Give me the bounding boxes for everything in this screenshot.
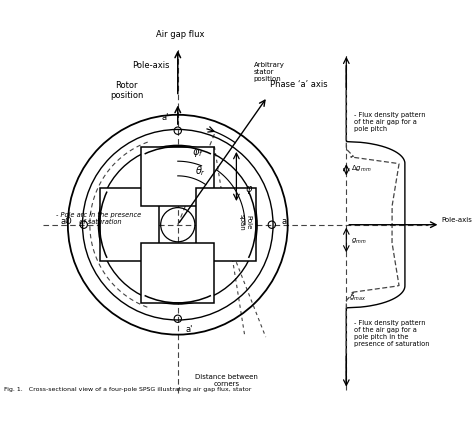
Polygon shape: [100, 188, 159, 261]
Text: - Flux density pattern
of the air gap for a
pole pitch in the
presence of satura: - Flux density pattern of the air gap fo…: [354, 320, 429, 347]
Text: Pole-axis: Pole-axis: [442, 217, 473, 223]
Text: Air gap flux: Air gap flux: [156, 30, 204, 39]
Text: a: a: [282, 217, 287, 226]
Text: Pole
span: Pole span: [238, 214, 251, 231]
Text: Rotor
position: Rotor position: [110, 81, 143, 100]
Text: $g_{max}$: $g_{max}$: [349, 293, 366, 303]
Text: $\theta_r$: $\theta_r$: [195, 164, 206, 178]
Text: $\Delta g_{mm}$: $\Delta g_{mm}$: [351, 164, 372, 174]
Text: Fig. 1.   Cross-sectional view of a four-pole SPSG illustrating air gap flux, st: Fig. 1. Cross-sectional view of a four-p…: [4, 387, 252, 392]
Text: - Pole arc in the presence
  of saturation: - Pole arc in the presence of saturation: [56, 212, 141, 225]
Text: a': a': [162, 113, 169, 122]
Text: Phase ‘a’ axis: Phase ‘a’ axis: [270, 80, 328, 89]
Text: Arbitrary
stator
position: Arbitrary stator position: [254, 62, 284, 82]
Text: $g_{mm}$: $g_{mm}$: [351, 237, 367, 246]
Text: - Flux density pattern
of the air gap for a
pole pitch: - Flux density pattern of the air gap fo…: [354, 112, 425, 132]
Polygon shape: [141, 147, 214, 207]
Text: $\varphi_f$: $\varphi_f$: [192, 147, 203, 159]
Text: Distance between
corners: Distance between corners: [195, 374, 258, 387]
Polygon shape: [141, 243, 214, 303]
Text: $\varphi$: $\varphi$: [245, 184, 253, 196]
Text: a': a': [185, 325, 192, 334]
Text: Pole-axis: Pole-axis: [132, 62, 170, 71]
Text: aO: aO: [61, 217, 73, 226]
Polygon shape: [196, 188, 256, 261]
